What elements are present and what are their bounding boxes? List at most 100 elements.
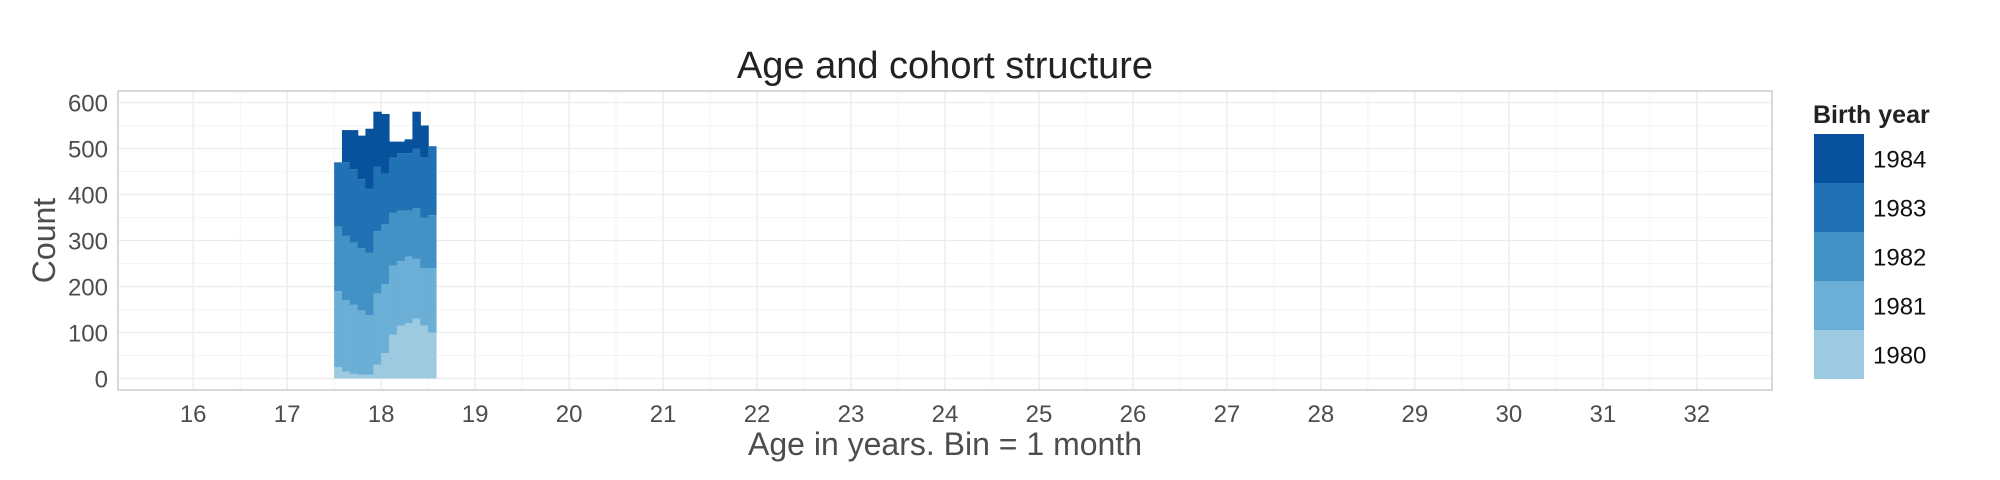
legend-key-1982: [1814, 232, 1864, 281]
bar-segment-1984: [349, 130, 359, 170]
bars: [334, 111, 437, 379]
bar-segment-1980: [412, 318, 421, 379]
bar-segment-1981: [404, 256, 414, 324]
bar-segment-1982: [341, 235, 351, 301]
bar-segment-1983: [404, 153, 414, 211]
bar-segment-1982: [381, 224, 390, 285]
y-tick-label: 100: [68, 321, 108, 348]
bar-segment-1983: [388, 157, 398, 213]
tick-labels: 16 17 18 19 20 21 22 23 24 25 26 27 28 29 30 31 32 0 100 20…: [68, 91, 1710, 429]
legend-label-1984: 1984: [1873, 147, 1926, 174]
bar-segment-1980: [365, 374, 374, 379]
y-tick-label: 400: [68, 183, 108, 210]
bar-segment-1981: [373, 293, 382, 365]
bar-segment-1980: [357, 374, 367, 379]
bar-segment-1981: [357, 310, 367, 375]
bar-segment-1980: [420, 325, 429, 379]
x-tick-label: 23: [838, 401, 865, 428]
legend-key-1980: [1814, 330, 1864, 379]
x-tick-label: 31: [1589, 401, 1616, 428]
bar-segment-1980: [404, 323, 414, 379]
bar-segment-1983: [365, 188, 374, 253]
bar-segment-1982: [334, 226, 343, 292]
bar-segment-1983: [381, 173, 390, 225]
bar-segment-1982: [428, 215, 437, 269]
y-tick-label: 500: [68, 137, 108, 164]
legend-title: Birth year: [1813, 101, 1930, 129]
bar-segment-1983: [341, 162, 351, 236]
x-tick-label: 21: [650, 401, 677, 428]
bar-segment-1980: [334, 367, 343, 379]
bar-segment-1983: [396, 153, 406, 211]
bar-segment-1983: [420, 157, 429, 218]
bar-segment-1981: [388, 265, 398, 335]
plot-panel-border: [117, 90, 1773, 391]
x-tick-label: 20: [556, 401, 583, 428]
legend-key-1981: [1814, 281, 1864, 330]
bar-segment-1983: [412, 148, 421, 209]
x-tick-label: 27: [1214, 401, 1241, 428]
bar-segment-1981: [420, 268, 429, 326]
bar-segment-1983: [373, 166, 382, 232]
bar-segment-1980: [341, 371, 351, 379]
y-tick-label: 300: [68, 229, 108, 256]
x-tick-label: 17: [274, 401, 301, 428]
legend-label-1983: 1983: [1873, 196, 1926, 223]
bar-segment-1981: [365, 315, 374, 375]
x-tick-label: 18: [368, 401, 395, 428]
x-tick-label: 25: [1026, 401, 1053, 428]
bar-segment-1984: [381, 114, 390, 174]
bar-segment-1982: [373, 231, 382, 294]
bar-segment-1982: [412, 208, 421, 259]
bar-segment-1980: [349, 373, 359, 379]
legend-label-1980: 1980: [1873, 343, 1926, 370]
y-tick-label: 600: [68, 91, 108, 118]
bar-segment-1983: [334, 162, 343, 227]
x-tick-label: 26: [1120, 401, 1147, 428]
bar-segment-1982: [388, 212, 398, 266]
bar-segment-1981: [412, 258, 421, 319]
bar-segment-1982: [349, 242, 359, 305]
x-tick-label: 16: [180, 401, 207, 428]
bar-segment-1984: [365, 128, 374, 189]
bar-segment-1984: [388, 141, 398, 158]
legend-label-1981: 1981: [1873, 294, 1926, 321]
bar-segment-1983: [357, 179, 367, 249]
bar-segment-1981: [428, 268, 437, 333]
x-tick-label: 29: [1402, 401, 1429, 428]
chart-title: Age and cohort structure: [737, 45, 1153, 87]
y-axis-title: Count: [26, 198, 62, 284]
bar-segment-1980: [388, 334, 398, 379]
bar-segment-1981: [341, 300, 351, 372]
bar-segment-1984: [373, 111, 382, 167]
bar-segment-1981: [396, 261, 406, 326]
bar-segment-1984: [341, 130, 351, 163]
x-axis-title: Age in years. Bin = 1 month: [748, 426, 1142, 462]
legend-key-1983: [1814, 183, 1864, 232]
bar-segment-1984: [357, 135, 367, 180]
bar-segment-1983: [349, 169, 359, 243]
bar-segment-1984: [420, 125, 429, 158]
bar-segment-1982: [420, 217, 429, 269]
x-tick-label: 32: [1683, 401, 1710, 428]
x-tick-label: 30: [1496, 401, 1523, 428]
bar-segment-1984: [404, 139, 414, 154]
bar-segment-1982: [357, 248, 367, 311]
bar-segment-1980: [428, 332, 437, 379]
legend-key-1984: [1814, 134, 1864, 183]
bar-segment-1981: [349, 304, 359, 374]
bar-segment-1981: [381, 284, 390, 354]
bar-segment-1983: [428, 146, 437, 216]
y-tick-label: 200: [68, 275, 108, 302]
bar-segment-1980: [396, 325, 406, 379]
bar-segment-1984: [396, 141, 406, 154]
bar-segment-1980: [381, 353, 390, 379]
bar-segment-1982: [365, 252, 374, 316]
bar-segment-1984: [412, 111, 421, 149]
bar-segment-1981: [334, 291, 343, 367]
x-tick-label: 24: [932, 401, 959, 428]
bar-segment-1980: [373, 364, 382, 379]
legend: Birth year 1984 1983 1982 1981 1980: [1813, 101, 1930, 379]
bar-segment-1982: [404, 210, 414, 257]
x-tick-label: 19: [462, 401, 489, 428]
